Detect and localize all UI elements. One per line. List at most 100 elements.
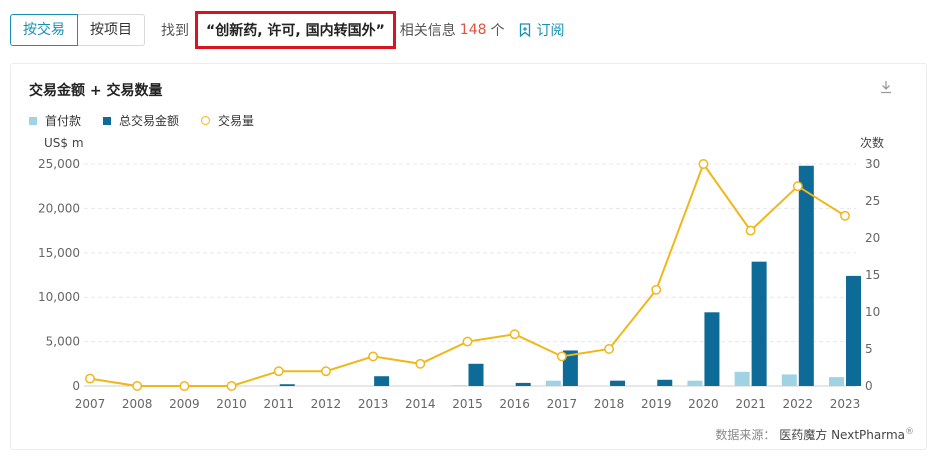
bar-total: [610, 380, 626, 386]
x-tick-label: 2014: [405, 397, 436, 411]
registered-mark: ®: [905, 427, 914, 437]
count-line-path: [89, 161, 846, 387]
found-suffix: 个: [490, 23, 505, 39]
legend-swatch-upfront: [29, 116, 37, 125]
search-query-highlight: “创新药, 许可, 国内转国外”: [195, 11, 396, 49]
subscribe-label: 订阅: [536, 23, 565, 39]
axis-ticks: 0 5,000 10,000 15,000 20,000 25,000 0 5 10 15 20 25…: [38, 157, 880, 411]
bar-upfront: [781, 374, 797, 386]
y-tick-label: 25,000: [38, 157, 80, 171]
count-point: [698, 159, 709, 169]
y-tick-label: 5,000: [46, 335, 80, 349]
bar-total: [704, 312, 720, 386]
chart-legend: 首付款 总交易金额 交易量: [29, 112, 276, 129]
bar-upfront: [687, 380, 703, 386]
x-tick-label: 2009: [169, 397, 200, 411]
bar-total: [798, 165, 814, 386]
legend-label-count: 交易量: [218, 114, 255, 128]
count-point: [509, 329, 520, 340]
y2-tick-label: 5: [865, 342, 873, 356]
download-icon[interactable]: [879, 80, 893, 94]
x-tick-label: 2013: [358, 397, 389, 411]
count-point: [226, 381, 237, 391]
legend-label-total: 总交易金额: [119, 114, 180, 128]
count-point: [273, 366, 284, 377]
bar-total: [751, 261, 767, 386]
count-point: [604, 344, 615, 354]
x-tick-label: 2022: [783, 397, 814, 411]
count-point: [745, 225, 756, 236]
x-tick-label: 2015: [452, 397, 483, 411]
y2-tick-label: 15: [865, 268, 880, 282]
y-tick-label: 20,000: [38, 201, 80, 215]
legend-swatch-total: [103, 116, 112, 125]
x-tick-label: 2023: [830, 397, 861, 411]
count-point: [651, 284, 662, 295]
bookmark-icon: [519, 23, 530, 37]
search-summary: 找到 “创新药, 许可, 国内转国外” 相关信息 148 个: [161, 11, 505, 49]
bar-total: [562, 350, 578, 386]
x-tick-label: 2016: [499, 397, 530, 411]
subscribe-button[interactable]: 订阅: [519, 20, 565, 40]
count-point: [462, 336, 473, 347]
bar-total: [374, 376, 390, 386]
bar-upfront: [545, 380, 561, 386]
view-tabs: 按交易 按项目: [10, 14, 145, 46]
count-point: [792, 181, 803, 192]
legend-item-count[interactable]: 交易量: [201, 112, 254, 129]
y2-tick-label: 30: [865, 157, 880, 171]
count-point: [415, 358, 426, 369]
y-tick-label: 10,000: [38, 290, 80, 304]
count-line: [85, 159, 850, 391]
y2-tick-label: 0: [865, 379, 873, 393]
y2-tick-label: 20: [865, 231, 880, 245]
found-prefix: 找到: [161, 23, 189, 39]
count-point: [320, 366, 331, 377]
count-point: [179, 381, 190, 391]
bar-upfront: [829, 377, 844, 386]
bar-upfront: [451, 385, 467, 386]
y2-tick-label: 25: [865, 194, 880, 208]
bar-total: [657, 379, 673, 386]
x-tick-label: 2018: [594, 397, 625, 411]
x-tick-label: 2020: [688, 397, 719, 411]
count-point: [556, 351, 567, 362]
y-tick-label: 15,000: [38, 246, 80, 260]
legend-label-upfront: 首付款: [45, 114, 82, 128]
count-point: [840, 210, 850, 221]
result-count: 148: [459, 22, 487, 38]
bar-total: [468, 363, 484, 386]
x-tick-label: 2008: [122, 397, 153, 411]
x-tick-label: 2007: [75, 397, 106, 411]
y2-axis-label: 次数: [860, 135, 884, 150]
x-tick-label: 2011: [263, 397, 294, 411]
legend-item-total[interactable]: 总交易金额: [103, 112, 179, 129]
y-axis-label: US$ m: [44, 136, 84, 150]
bar-total: [846, 275, 861, 386]
legend-item-upfront[interactable]: 首付款: [29, 112, 81, 129]
x-tick-label: 2010: [216, 397, 247, 411]
bars: [262, 165, 861, 386]
source-brand: 医药魔方 NextPharma: [779, 428, 905, 442]
source-label: 数据来源：: [715, 428, 776, 442]
tab-by-deal[interactable]: 按交易: [10, 14, 78, 46]
found-middle: 相关信息: [399, 23, 456, 39]
x-tick-label: 2012: [311, 397, 342, 411]
grid-lines: [84, 163, 856, 387]
y-tick-label: 0: [72, 379, 80, 393]
tab-by-project[interactable]: 按项目: [78, 14, 145, 46]
count-point: [368, 351, 379, 362]
bar-upfront: [734, 371, 750, 386]
data-source: 数据来源： 医药魔方 NextPharma®: [715, 426, 914, 443]
bar-total: [279, 384, 295, 386]
bar-total: [515, 382, 531, 386]
x-tick-label: 2019: [641, 397, 672, 411]
y2-tick-label: 10: [865, 305, 880, 319]
count-point: [132, 381, 143, 391]
x-tick-label: 2021: [735, 397, 766, 411]
legend-swatch-count: [201, 116, 211, 125]
count-point: [85, 373, 95, 384]
chart-title: 交易金额 + 交易数量: [29, 83, 163, 99]
x-tick-label: 2017: [547, 397, 578, 411]
